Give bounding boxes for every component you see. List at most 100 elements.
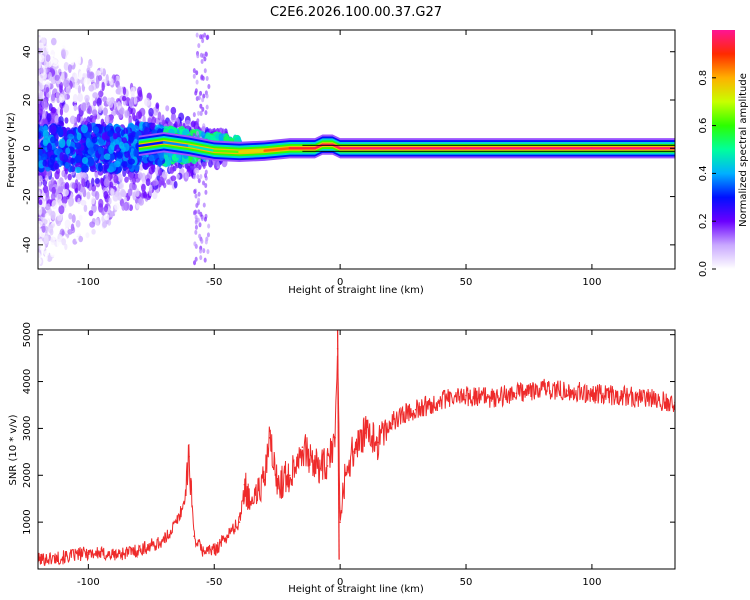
snr-point <box>112 554 115 556</box>
snr-point <box>364 432 367 434</box>
heatmap-speck <box>39 67 44 74</box>
snr-point <box>175 521 178 523</box>
heatmap-speck <box>193 189 197 195</box>
heatmap-speck <box>197 158 201 164</box>
snr-y-tick-label: 2000 <box>22 463 33 488</box>
heatmap-speck <box>190 120 196 128</box>
snr-point <box>591 392 593 395</box>
heatmap-speck <box>163 182 167 189</box>
heatmap-speck <box>121 161 128 168</box>
heatmap-speck <box>114 202 120 211</box>
heatmap-speck <box>201 123 206 133</box>
heatmap-speck <box>124 176 129 183</box>
heatmap-speck <box>64 243 68 251</box>
heatmap-speck <box>133 96 138 105</box>
heatmap-speck <box>94 217 101 226</box>
heatmap-speck <box>91 196 96 205</box>
heatmap-panel: -100 -50 0 50 100 -40 -20 0 20 40 Height of stra… <box>6 29 676 296</box>
snr-point <box>150 544 153 547</box>
heatmap-x-ticks: -100 -50 0 50 100 <box>77 30 601 288</box>
snr-line <box>38 355 675 566</box>
heatmap-speck <box>39 54 45 63</box>
heatmap-speck <box>43 218 48 225</box>
heatmap-speck <box>103 213 110 221</box>
heatmap-speck <box>197 110 201 116</box>
heatmap-speck <box>85 179 90 189</box>
heatmap-speck <box>151 180 157 187</box>
heatmap-speck <box>197 178 201 184</box>
snr-frame <box>37 329 676 570</box>
heatmap-speck <box>61 230 65 236</box>
heatmap-speck <box>68 212 73 220</box>
heatmap-speck <box>38 148 43 156</box>
heatmap-speck <box>184 171 190 179</box>
heatmap-x-tick-label: 0 <box>337 277 343 288</box>
heatmap-speck <box>122 86 127 96</box>
heatmap-speck <box>110 188 115 196</box>
heatmap-speck <box>54 162 60 170</box>
heatmap-x-tick-label: 100 <box>582 277 601 288</box>
heatmap-speck <box>94 177 100 185</box>
heatmap-speck <box>103 190 109 200</box>
colorbar-tick-label: 0.4 <box>698 165 709 181</box>
heatmap-speck <box>64 72 68 79</box>
heatmap-speck <box>41 153 48 161</box>
heatmap-speck <box>184 119 191 126</box>
heatmap-speck <box>200 216 204 222</box>
heatmap-speck <box>193 260 197 266</box>
heatmap-speck <box>127 158 135 165</box>
heatmap-speck <box>45 86 50 93</box>
heatmap-ridge-core <box>187 144 216 152</box>
heatmap-speck <box>75 220 81 228</box>
heatmap-speck <box>38 131 42 139</box>
snr-y-label: SNR (10 * v/v) <box>8 414 19 485</box>
heatmap-speck <box>70 57 75 66</box>
snr-point <box>515 392 518 395</box>
heatmap-speck <box>170 175 177 182</box>
heatmap-speck <box>138 197 145 206</box>
snr-x-tick-label: 0 <box>337 577 343 588</box>
colorbar-tick-label: 0.0 <box>698 261 709 277</box>
heatmap-speck <box>38 199 43 206</box>
heatmap-speck <box>41 37 46 45</box>
heatmap-speck <box>55 44 61 53</box>
heatmap-speck <box>198 222 202 228</box>
heatmap-speck <box>192 210 196 216</box>
heatmap-speck <box>195 124 199 130</box>
heatmap-speck <box>200 75 204 81</box>
heatmap-speck <box>56 234 63 243</box>
heatmap-speck <box>128 134 134 144</box>
heatmap-speck <box>200 34 204 40</box>
heatmap-speck <box>194 88 198 94</box>
snr-point <box>87 551 90 554</box>
heatmap-speck <box>47 158 55 168</box>
heatmap-speck <box>199 90 203 96</box>
snr-point <box>301 446 304 448</box>
snr-y-tick-label: 4000 <box>22 369 33 394</box>
heatmap-speck <box>176 173 180 180</box>
heatmap-speck <box>165 105 170 112</box>
heatmap-speck <box>42 179 48 186</box>
heatmap-speck <box>64 219 71 229</box>
heatmap-speck <box>63 103 70 113</box>
heatmap-speck <box>195 32 199 38</box>
heatmap-speck <box>120 189 126 198</box>
heatmap-speck <box>91 204 97 213</box>
heatmap-speck <box>157 168 163 177</box>
heatmap-speck <box>82 66 86 73</box>
heatmap-speck <box>159 152 165 161</box>
heatmap-speck <box>169 166 175 174</box>
heatmap-speck <box>155 102 160 109</box>
heatmap-speck <box>50 210 56 220</box>
heatmap-speck <box>124 149 130 159</box>
heatmap-speck <box>196 217 200 223</box>
heatmap-speck <box>94 191 100 201</box>
heatmap-speck <box>77 92 84 103</box>
heatmap-speck <box>38 257 42 265</box>
heatmap-speck <box>204 51 208 57</box>
heatmap-speck <box>75 229 81 237</box>
heatmap-speck <box>50 93 56 102</box>
heatmap-speck <box>57 127 64 138</box>
heatmap-speck <box>132 176 136 185</box>
snr-point <box>490 397 493 399</box>
